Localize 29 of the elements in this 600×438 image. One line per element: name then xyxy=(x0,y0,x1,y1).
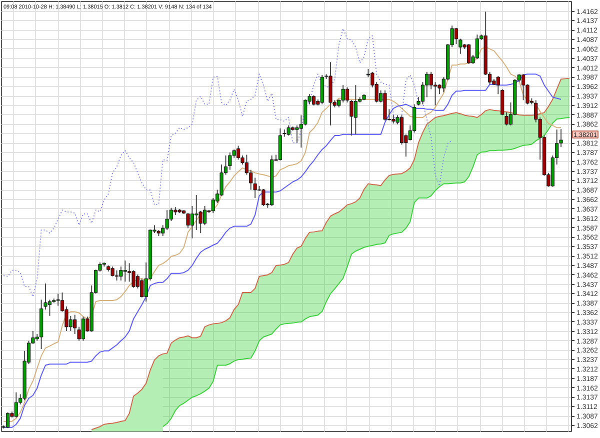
candlestick xyxy=(454,27,458,45)
candlestick xyxy=(140,278,144,298)
line-series xyxy=(3,28,453,298)
candlestick xyxy=(286,124,290,136)
candlestick xyxy=(467,44,471,65)
candlestick xyxy=(6,412,10,429)
candlestick xyxy=(190,205,194,239)
candlestick xyxy=(110,266,114,277)
candlestick xyxy=(186,212,190,229)
candlestick xyxy=(521,74,526,101)
candlestick xyxy=(81,316,86,342)
candlestick xyxy=(14,392,18,418)
candlestick xyxy=(211,198,215,214)
candlestick xyxy=(236,145,240,160)
candlestick xyxy=(504,112,508,126)
candlestick xyxy=(496,76,500,95)
candlestick xyxy=(194,194,198,231)
candlestick xyxy=(312,94,316,106)
line-series xyxy=(91,78,570,430)
candlestick xyxy=(425,71,429,98)
candlestick xyxy=(262,188,266,206)
candlestick xyxy=(458,38,462,54)
candlestick xyxy=(123,260,127,282)
candlestick xyxy=(475,34,480,60)
candlestick xyxy=(48,299,52,316)
candlestick xyxy=(202,205,207,226)
candlestick xyxy=(429,71,433,90)
candlestick xyxy=(354,84,358,135)
candlestick xyxy=(228,152,232,170)
